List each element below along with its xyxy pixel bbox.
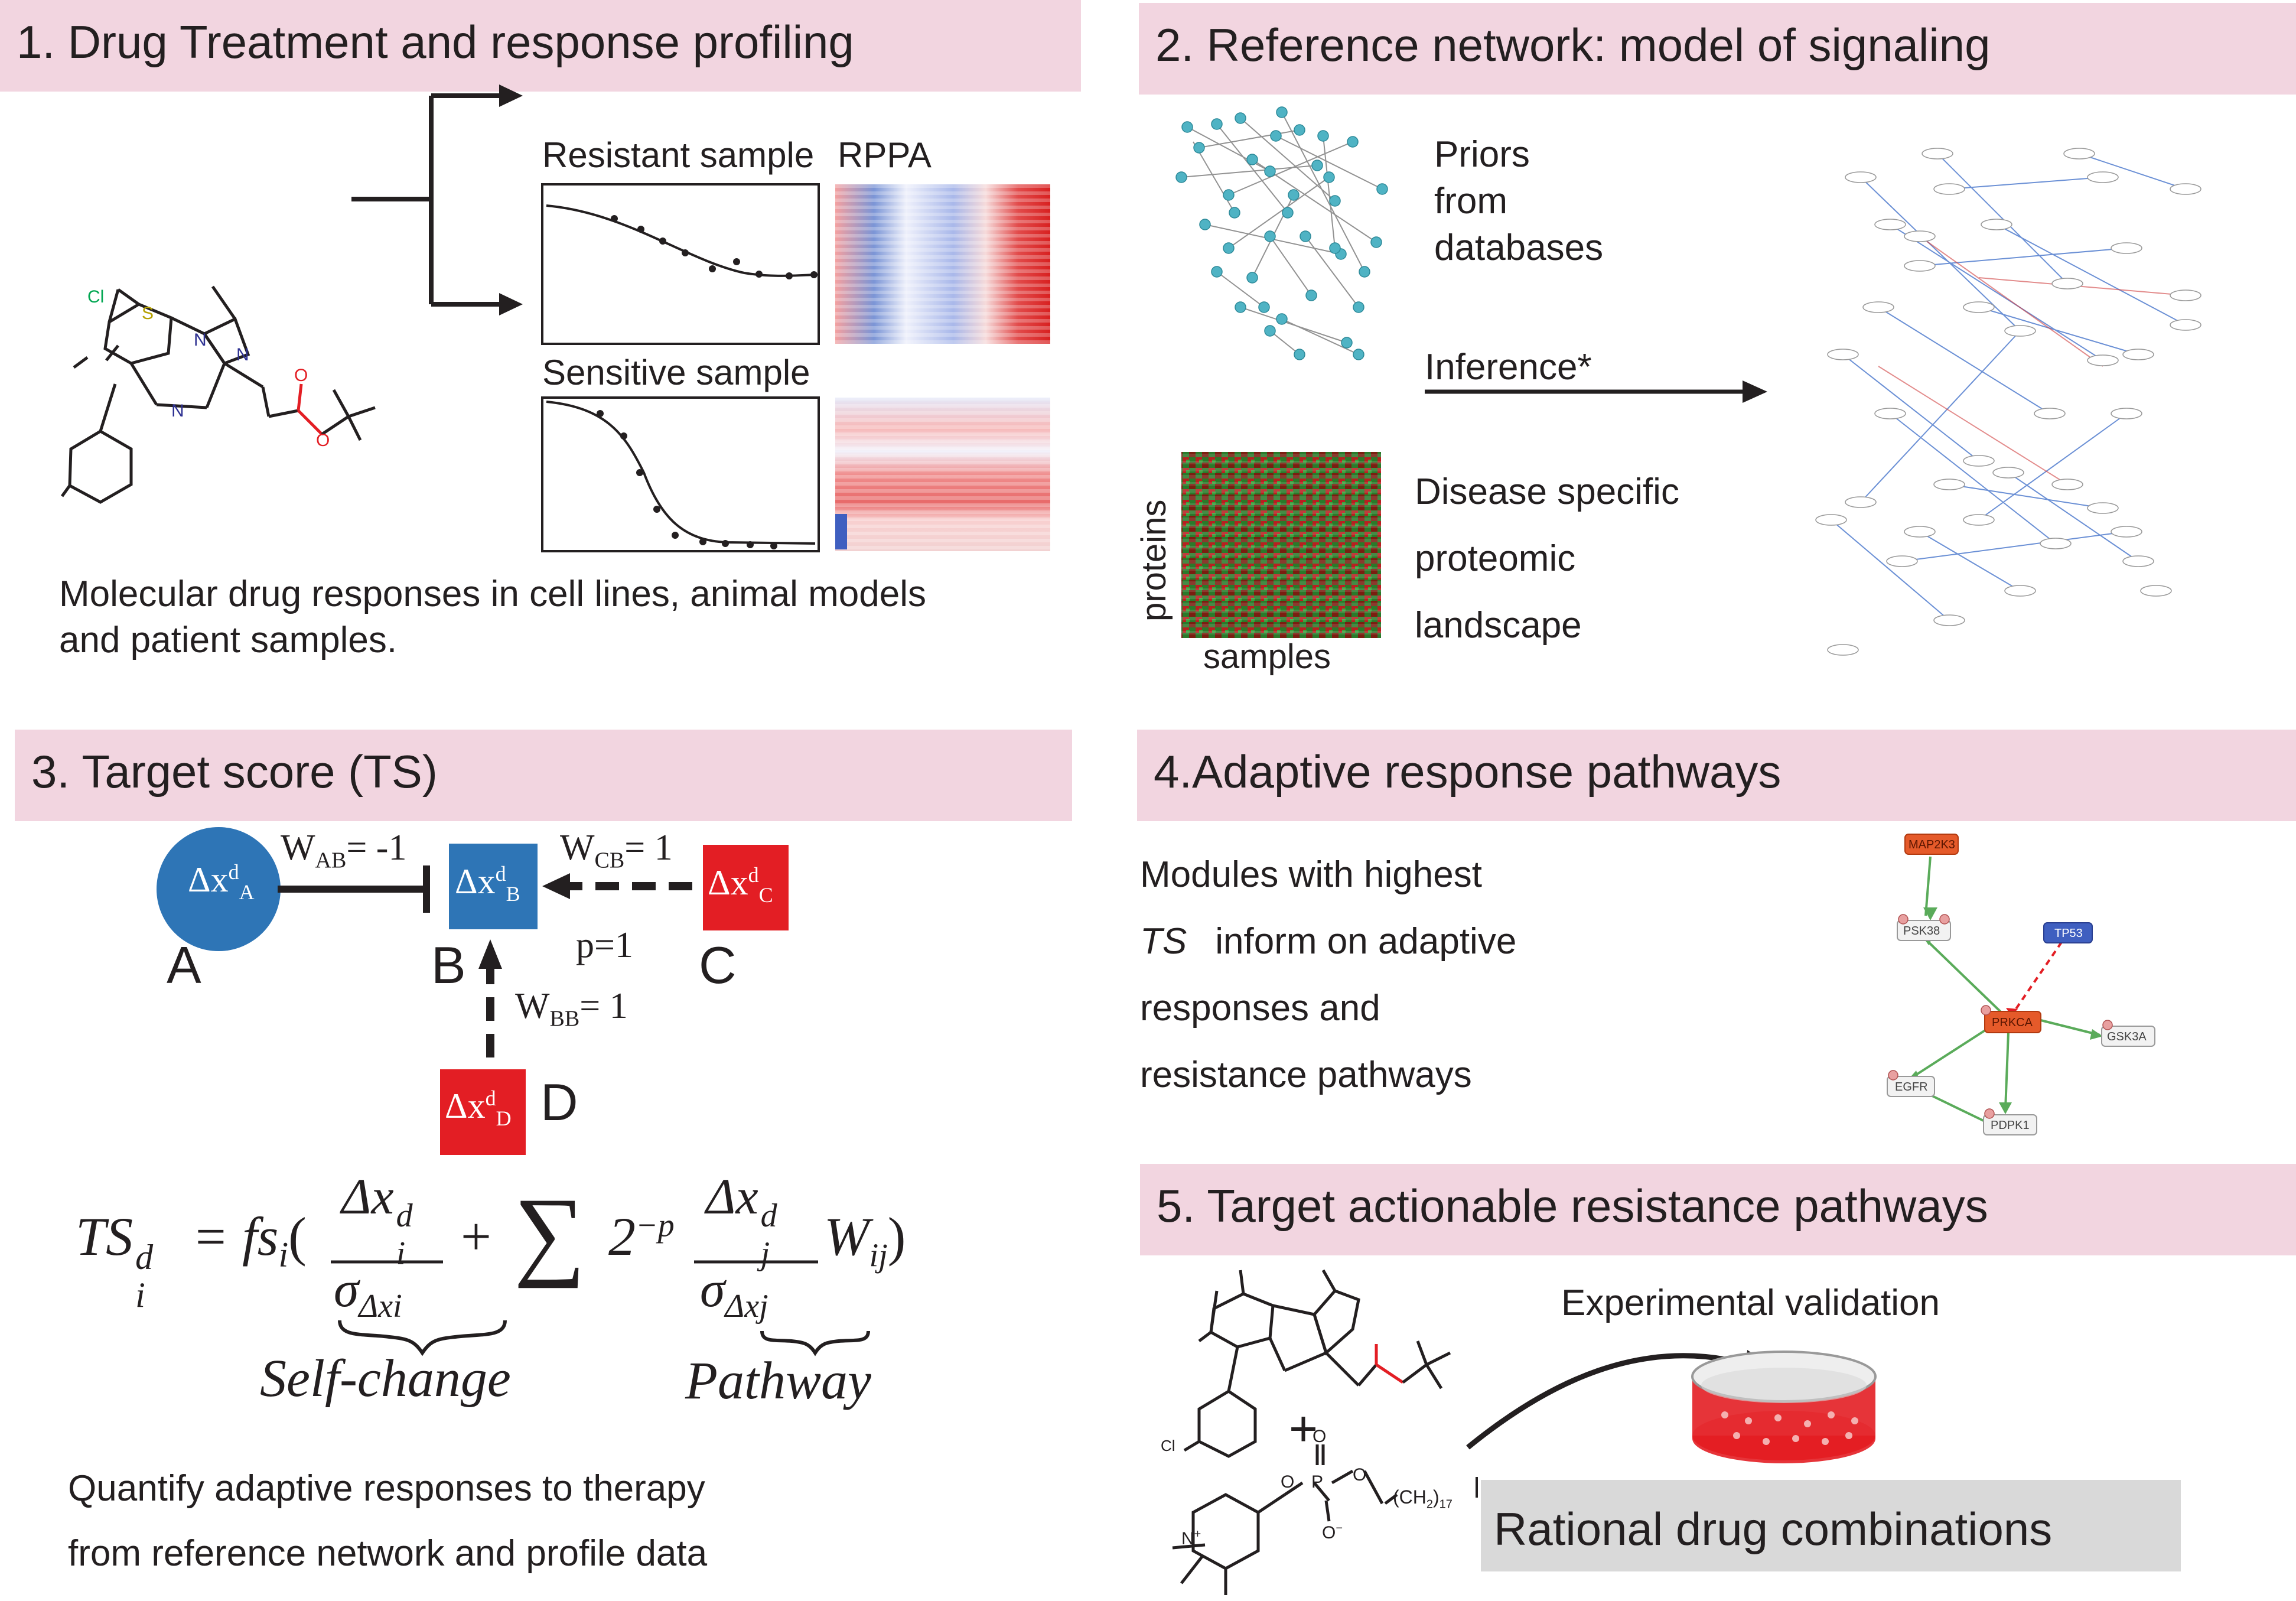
panel1-header: 1. Drug Treatment and response profiling bbox=[0, 0, 1081, 92]
panel4-line4: resistance pathways bbox=[1140, 1055, 1472, 1095]
n-atom-2: N bbox=[236, 345, 249, 365]
priors-line3: databases bbox=[1434, 227, 1604, 268]
resistant-sample-label: Resistant sample bbox=[542, 135, 815, 175]
ts-formula-num2: Δx d j bbox=[706, 1168, 777, 1272]
ts-formula-plus: + bbox=[461, 1206, 491, 1267]
ts-abbrev: TS bbox=[1140, 921, 1187, 962]
ts-formula-lhs: TS d i bbox=[76, 1206, 154, 1314]
node-gsk3a: GSK3A bbox=[2107, 1030, 2147, 1043]
node-d-label: ΔxdD bbox=[445, 1086, 512, 1130]
ts-formula-den2: σΔxj bbox=[700, 1261, 768, 1325]
n-plus-atom: N+ bbox=[1181, 1528, 1201, 1548]
node-a-circle bbox=[157, 827, 281, 951]
rppa-label: RPPA bbox=[838, 135, 932, 175]
priors-line2: from bbox=[1434, 181, 1507, 222]
p-label: p=1 bbox=[576, 925, 633, 965]
node-d-letter: D bbox=[540, 1073, 578, 1131]
rational-combinations-label: Rational drug combinations bbox=[1494, 1503, 2053, 1555]
node-map2k3: MAP2K3 bbox=[1909, 838, 1955, 851]
node-b-letter: B bbox=[431, 936, 466, 994]
sensitive-sample-label: Sensitive sample bbox=[542, 353, 810, 392]
inference-label: Inference* bbox=[1425, 347, 1592, 388]
alkyl-chain-label: (CH2)17 bbox=[1393, 1486, 1452, 1511]
panel5-header: 5. Target actionable resistance pathways bbox=[1140, 1164, 2296, 1255]
panel3-description-line1: Quantify adaptive responses to therapy bbox=[68, 1468, 705, 1509]
disease-line2: proteomic bbox=[1415, 538, 1576, 579]
pathway-label: Pathway bbox=[685, 1352, 871, 1410]
panel4-title: 4.Adaptive response pathways bbox=[1154, 746, 1782, 798]
node-a-label: ΔxdA bbox=[188, 860, 255, 904]
panel2-title: 2. Reference network: model of signaling bbox=[1155, 19, 1991, 71]
panel4-line1: Modules with highest bbox=[1140, 854, 1482, 895]
ts-formula-fs: = fsi( bbox=[192, 1206, 307, 1274]
n-atom-3: N bbox=[171, 401, 184, 421]
panel3-title: 3. Target score (TS) bbox=[31, 746, 438, 798]
s-atom: S bbox=[142, 304, 154, 323]
self-change-label: Self-change bbox=[260, 1349, 511, 1408]
node-c-letter: C bbox=[699, 936, 737, 994]
ts-formula-w: Wij) bbox=[824, 1206, 906, 1274]
n-atom-1: N bbox=[194, 330, 207, 350]
node-d-square bbox=[440, 1069, 526, 1155]
panel4-line2: TS inform on adaptive bbox=[1140, 920, 1516, 962]
node-psk38: PSK38 bbox=[1903, 925, 1940, 938]
ts-formula-sum: ∑ bbox=[514, 1177, 586, 1288]
o-atom-2: O bbox=[316, 431, 330, 450]
panel4-line2-rest: inform on adaptive bbox=[1215, 921, 1517, 962]
ts-formula-den1: σΔxi bbox=[334, 1261, 402, 1325]
disease-line3: landscape bbox=[1415, 605, 1582, 646]
experimental-validation-label: Experimental validation bbox=[1561, 1283, 1940, 1323]
panel3-description-line2: from reference network and profile data bbox=[68, 1533, 708, 1574]
panel4-line3: responses and bbox=[1140, 988, 1380, 1029]
o-atom-left: O bbox=[1281, 1472, 1295, 1492]
node-c-square bbox=[703, 845, 789, 930]
cl-atom: Cl bbox=[87, 287, 104, 307]
o-atom-1: O bbox=[294, 366, 308, 385]
node-b-square bbox=[449, 844, 538, 929]
node-c-label: ΔxdC bbox=[708, 863, 773, 907]
node-a-letter: A bbox=[167, 936, 201, 994]
node-pdpk1: PDPK1 bbox=[1991, 1119, 2030, 1132]
o-atom-top: O bbox=[1313, 1427, 1327, 1446]
panel4-header: 4.Adaptive response pathways bbox=[1137, 730, 2296, 821]
weight-ab: WAB= -1 bbox=[281, 828, 407, 873]
weight-bb: WBB= 1 bbox=[515, 986, 628, 1031]
panel5-title: 5. Target actionable resistance pathways bbox=[1157, 1180, 1988, 1232]
panel1-description-line1: Molecular drug responses in cell lines, … bbox=[59, 574, 927, 614]
heatmap-xlabel: samples bbox=[1203, 637, 1331, 676]
panel2-header: 2. Reference network: model of signaling bbox=[1139, 3, 2296, 95]
panel1-title: 1. Drug Treatment and response profiling bbox=[17, 16, 854, 68]
node-egfr: EGFR bbox=[1895, 1081, 1928, 1094]
o-atom-right: O bbox=[1353, 1465, 1367, 1485]
p-atom: P bbox=[1311, 1472, 1324, 1492]
panel1-description-line2: and patient samples. bbox=[59, 620, 398, 660]
priors-line1: Priors bbox=[1434, 134, 1530, 175]
o-atom-minus: O− bbox=[1322, 1522, 1343, 1543]
rational-combinations-box: Rational drug combinations bbox=[1481, 1480, 2181, 1571]
ts-formula-num1: Δx d i bbox=[341, 1168, 413, 1272]
node-prkca: PRKCA bbox=[1992, 1016, 2033, 1029]
weight-cb: WCB= 1 bbox=[560, 828, 673, 873]
node-tp53: TP53 bbox=[2054, 927, 2083, 940]
disease-line1: Disease specific bbox=[1415, 471, 1679, 512]
ts-formula-two: 2−p bbox=[608, 1206, 675, 1267]
panel3-header: 3. Target score (TS) bbox=[15, 730, 1072, 821]
cl-atom-2: Cl bbox=[1161, 1437, 1175, 1454]
plus-sign: + bbox=[1289, 1401, 1318, 1456]
node-b-label: ΔxdB bbox=[455, 862, 520, 906]
